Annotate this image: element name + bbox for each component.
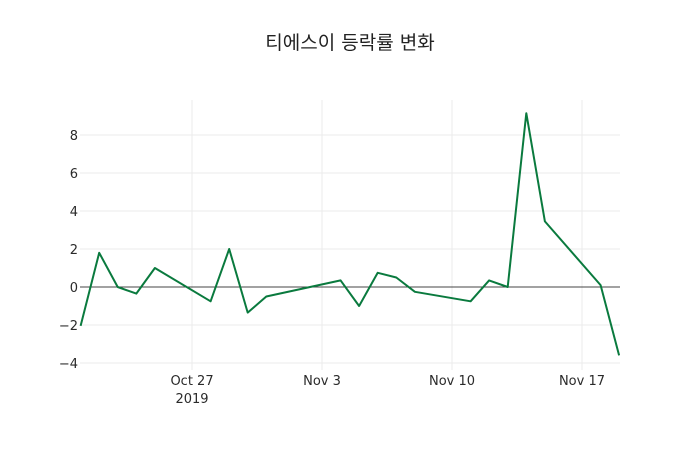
y-tick-label: 0 — [70, 281, 78, 296]
x-tick-label: Oct 27 — [170, 374, 213, 389]
x-tick-year-label: 2019 — [175, 392, 208, 407]
y-tick-label: 6 — [70, 167, 78, 182]
chart-title: 티에스이 등락률 변화 — [265, 32, 435, 54]
y-tick-label: 4 — [70, 205, 78, 220]
grid-lines — [80, 100, 620, 370]
x-tick-label: Nov 17 — [559, 374, 605, 389]
y-tick-label: 2 — [70, 243, 78, 258]
x-tick-label: Nov 10 — [429, 374, 475, 389]
y-axis-ticks: −4 −2 0 2 4 6 8 — [59, 129, 78, 372]
x-tick-label: Nov 3 — [303, 374, 341, 389]
y-tick-label: 8 — [70, 129, 78, 144]
y-tick-label: −4 — [59, 357, 78, 372]
series-line — [79, 112, 621, 356]
x-axis-ticks: Oct 27 2019 Nov 3 Nov 10 Nov 17 — [170, 374, 605, 407]
data-series-line — [79, 112, 621, 356]
y-tick-label: −2 — [59, 319, 78, 334]
